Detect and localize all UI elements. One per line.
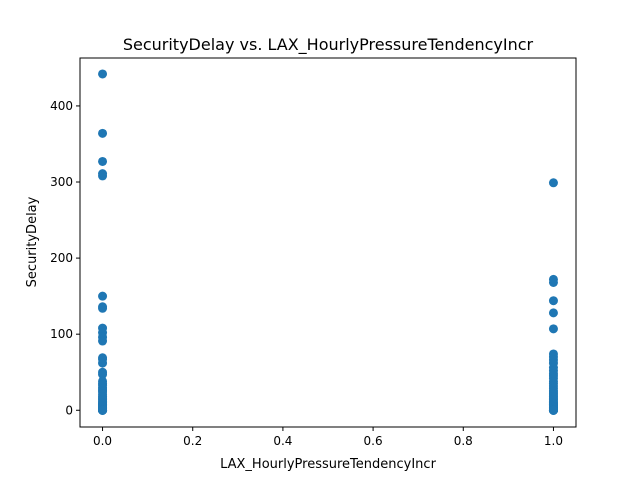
x-tick-label: 0.8 — [454, 434, 473, 448]
x-tick-label: 0.4 — [273, 434, 292, 448]
data-point — [98, 171, 108, 181]
y-axis-ticks: 0 100 200 300 400 — [50, 99, 80, 417]
data-point — [98, 303, 108, 313]
data-point — [98, 358, 108, 368]
data-points — [98, 69, 558, 415]
x-tick-label: 0.6 — [364, 434, 383, 448]
data-point — [548, 324, 558, 334]
y-tick-label: 400 — [50, 99, 73, 113]
data-point — [548, 277, 558, 287]
data-point — [548, 405, 558, 415]
x-axis-label: LAX_HourlyPressureTendencyIncr — [220, 457, 436, 472]
data-point — [98, 370, 108, 380]
y-axis-label: SecurityDelay — [25, 196, 40, 287]
data-point — [98, 128, 108, 138]
data-point — [548, 308, 558, 318]
data-point — [98, 405, 108, 415]
plot-area — [79, 57, 577, 428]
data-point — [98, 69, 108, 79]
x-tick-label: 0.0 — [93, 434, 112, 448]
x-tick-label: 1.0 — [544, 434, 563, 448]
x-tick-label: 0.2 — [183, 434, 202, 448]
y-tick-label: 0 — [65, 403, 73, 417]
chart-title: SecurityDelay vs. LAX_HourlyPressureTend… — [123, 35, 534, 55]
data-point — [98, 336, 108, 346]
x-axis-ticks: 0.0 0.2 0.4 0.6 0.8 1.0 — [93, 427, 563, 448]
y-tick-label: 300 — [50, 175, 73, 189]
data-point — [548, 178, 558, 188]
data-point — [98, 156, 108, 166]
data-point — [548, 296, 558, 306]
data-point — [98, 291, 108, 301]
y-tick-label: 200 — [50, 251, 73, 265]
y-tick-label: 100 — [50, 327, 73, 341]
